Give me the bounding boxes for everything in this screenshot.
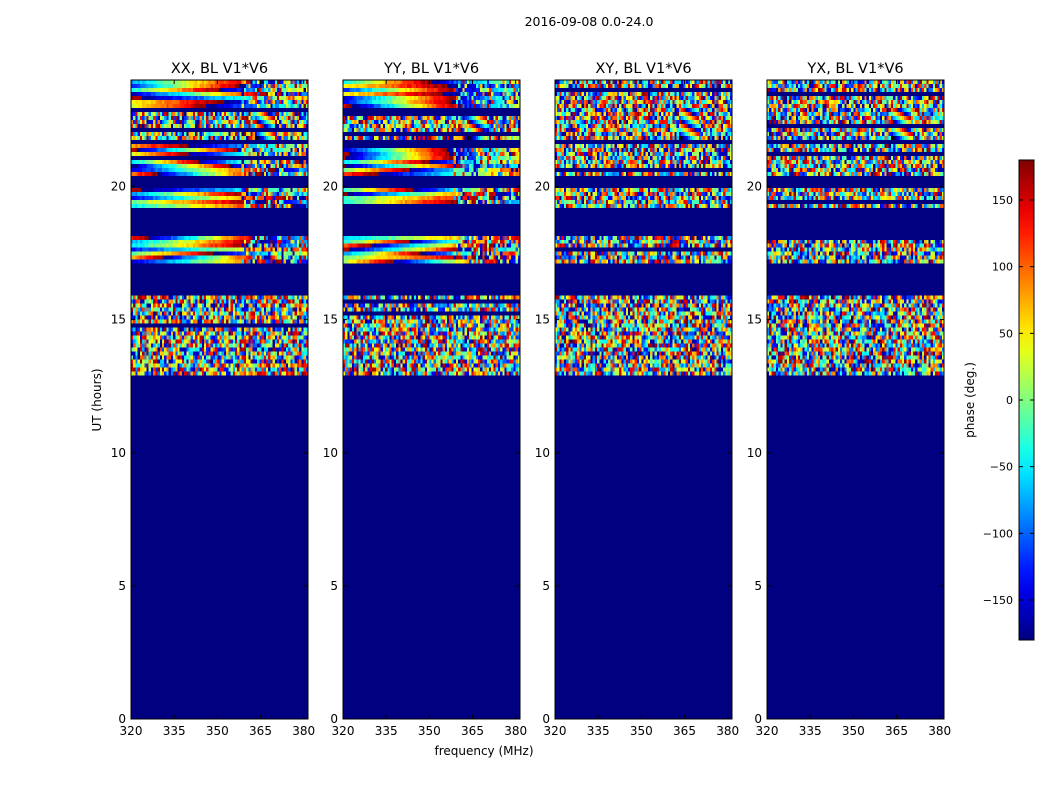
x-tick-label: 365 [249, 724, 272, 738]
x-tick-label: 335 [163, 724, 186, 738]
panel-frame [554, 79, 733, 720]
x-tick-label: 320 [332, 724, 355, 738]
panel-title: YX, BL V1*V6 [806, 61, 903, 77]
panel-title: XY, BL V1*V6 [595, 61, 691, 77]
panel-xy: XY, BL V1*V6 320 335 350 365 380 0 5 10 15 20 [535, 61, 739, 738]
panel-frame [766, 79, 945, 720]
x-tick-label: 320 [756, 724, 779, 738]
x-tick-label: 365 [461, 724, 484, 738]
y-tick-label: 5 [118, 579, 126, 593]
y-tick-label: 10 [323, 446, 338, 460]
y-tick-label: 0 [118, 712, 126, 726]
y-tick-label: 5 [330, 579, 338, 593]
y-tick-label: 10 [535, 446, 550, 460]
x-tick-label: 335 [375, 724, 398, 738]
x-tick-label: 320 [120, 724, 143, 738]
colorbar-tick-label: −150 [983, 594, 1013, 607]
y-tick-label: 0 [754, 712, 762, 726]
y-tick-label: 10 [111, 446, 126, 460]
x-tick-label: 365 [673, 724, 696, 738]
panel-title: XX, BL V1*V6 [171, 61, 268, 77]
panel-yx: YX, BL V1*V6 320 335 350 365 380 0 5 10 15 20 [747, 61, 951, 738]
colorbar-tick-label: 150 [992, 194, 1013, 207]
x-tick-label: 335 [799, 724, 822, 738]
colorbar-tick-label: 0 [1006, 394, 1013, 407]
x-tick-label: 380 [928, 724, 951, 738]
heatmap-image [131, 80, 308, 719]
x-axis-label: frequency (MHz) [434, 744, 533, 758]
colorbar-tick-label: 50 [999, 327, 1013, 340]
colorbar-tick-label: 100 [992, 261, 1013, 274]
y-tick-label: 15 [111, 313, 126, 327]
panel-frame [130, 79, 309, 720]
y-tick-label: 5 [542, 579, 550, 593]
y-tick-label: 15 [323, 313, 338, 327]
x-tick-label: 365 [885, 724, 908, 738]
colorbar-tick-label: −50 [990, 461, 1013, 474]
panel-yy: YY, BL V1*V6 320 335 350 365 380 0 5 10 15 20 [323, 61, 527, 738]
y-axis-label: UT (hours) [90, 368, 104, 431]
panel-frame [342, 79, 521, 720]
y-tick-label: 20 [747, 180, 762, 194]
x-tick-label: 380 [504, 724, 527, 738]
panel-xx: XX, BL V1*V6 320 335 350 365 380 0 5 10 15 20 [111, 61, 315, 738]
x-tick-label: 380 [716, 724, 739, 738]
x-tick-label: 350 [206, 724, 229, 738]
y-tick-label: 20 [323, 180, 338, 194]
figure-suptitle: 2016-09-08 0.0-24.0 [525, 14, 654, 29]
y-tick-label: 0 [330, 712, 338, 726]
colorbar: −150 −100 −50 0 50 100 150 [983, 159, 1035, 641]
colorbar-label: phase (deg.) [963, 362, 977, 438]
x-tick-label: 320 [544, 724, 567, 738]
x-tick-label: 350 [842, 724, 865, 738]
heatmap-image [767, 80, 944, 719]
y-tick-label: 15 [535, 313, 550, 327]
y-tick-label: 20 [111, 180, 126, 194]
y-tick-label: 5 [754, 579, 762, 593]
panel-title: YY, BL V1*V6 [383, 61, 479, 77]
x-tick-label: 380 [292, 724, 315, 738]
y-tick-label: 10 [747, 446, 762, 460]
x-tick-label: 350 [630, 724, 653, 738]
heatmap-image [343, 80, 520, 719]
y-tick-label: 20 [535, 180, 550, 194]
x-tick-label: 335 [587, 724, 610, 738]
y-tick-label: 0 [542, 712, 550, 726]
heatmap-image [555, 80, 732, 719]
x-tick-label: 350 [418, 724, 441, 738]
y-tick-label: 15 [747, 313, 762, 327]
colorbar-tick-label: −100 [983, 527, 1013, 540]
